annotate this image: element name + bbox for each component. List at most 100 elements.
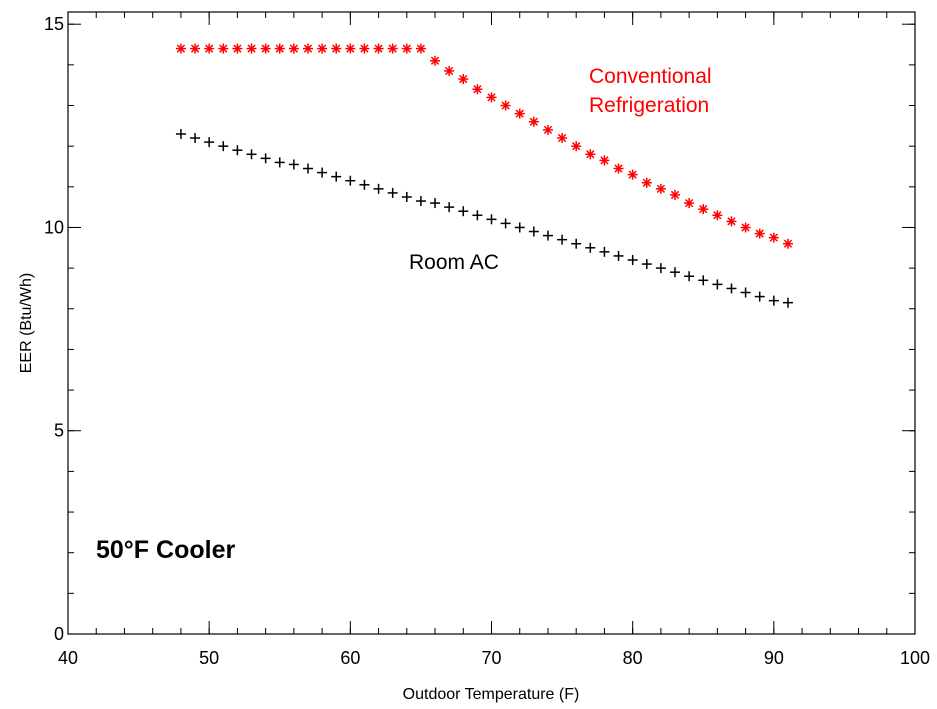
refrigeration-point [486,92,497,103]
refrigeration-point [740,222,751,233]
room-ac-point [514,222,525,233]
series-label-room-ac: Room AC [409,251,499,274]
refrigeration-point [444,65,455,76]
x-tick-label: 90 [764,648,784,668]
refrigeration-point [670,189,681,200]
refrigeration-point [274,43,285,54]
room-ac-point [655,263,666,274]
refrigeration-point [599,155,610,166]
room-ac-point [670,267,681,278]
refrigeration-point [331,43,342,54]
refrigeration-point [302,43,313,54]
room-ac-point [246,149,257,160]
refrigeration-point [585,149,596,160]
refrigeration-point [401,43,412,54]
axis-ticks [67,12,916,635]
room-ac-point [726,283,737,294]
room-ac-point [190,133,201,144]
room-ac-point [613,250,624,261]
room-ac-point [782,297,793,308]
x-axis-label: Outdoor Temperature (F) [403,686,580,703]
room-ac-point [218,141,229,152]
room-ac-point [557,234,568,245]
room-ac-point [500,218,511,229]
refrigeration-point [345,43,356,54]
refrigeration-point [232,43,243,54]
refrigeration-point [387,43,398,54]
refrigeration-point [641,177,652,188]
x-tick-label: 70 [481,648,501,668]
room-ac-point [274,157,285,168]
room-ac-point [768,295,779,306]
room-ac-point [387,187,398,198]
room-ac-point [444,202,455,213]
room-ac-point [175,128,186,139]
room-ac-point [599,246,610,257]
room-ac-point [345,175,356,186]
x-tick-label: 60 [340,648,360,668]
data-markers [175,43,793,308]
room-ac-point [458,206,469,217]
series-label-line-2: Refrigeration [589,94,709,117]
y-tick-label: 5 [54,421,64,441]
refrigeration-point [754,228,765,239]
room-ac-point [472,210,483,221]
refrigeration-point [430,55,441,66]
refrigeration-point [260,43,271,54]
room-ac-point [542,230,553,241]
refrigeration-point [373,43,384,54]
refrigeration-point [218,43,229,54]
x-tick-label: 40 [58,648,78,668]
room-ac-point [302,163,313,174]
room-ac-point [359,179,370,190]
x-tick-label: 50 [199,648,219,668]
refrigeration-point [458,74,469,85]
refrigeration-point [528,116,539,127]
room-ac-point [712,279,723,290]
refrigeration-point [655,183,666,194]
panel-annotation: 50°F Cooler [96,536,235,564]
refrigeration-point [190,43,201,54]
refrigeration-point [500,100,511,111]
series-label-line-1: Conventional [589,65,712,88]
room-ac-point [373,183,384,194]
axis-tick-labels: 40 50 60 70 80 90 100 0 5 10 15 [44,14,930,668]
refrigeration-point [712,210,723,221]
room-ac-point [754,291,765,302]
refrigeration-point [317,43,328,54]
refrigeration-point [684,198,695,209]
y-tick-label: 0 [54,624,64,644]
y-tick-label: 10 [44,217,64,237]
room-ac-point [684,271,695,282]
y-tick-label: 15 [44,14,64,34]
room-ac-point [232,145,243,156]
room-ac-point [486,214,497,225]
refrigeration-point [175,43,186,54]
series-label-conventional-refrigeration: Conventional Refrigeration [589,65,717,117]
room-ac-point [317,167,328,178]
refrigeration-point [246,43,257,54]
room-ac-point [627,254,638,265]
room-ac-point [740,287,751,298]
room-ac-point [331,171,342,182]
room-ac-point [528,226,539,237]
refrigeration-point [782,238,793,249]
refrigeration-point [571,141,582,152]
refrigeration-point [542,124,553,135]
refrigeration-point [613,163,624,174]
refrigeration-point [726,216,737,227]
room-ac-point [698,275,709,286]
x-tick-label: 80 [623,648,643,668]
y-axis-label: EER (Btu/Wh) [18,273,35,373]
refrigeration-point [627,169,638,180]
refrigeration-point [698,204,709,215]
refrigeration-point [514,108,525,119]
x-tick-label: 100 [900,648,930,668]
room-ac-point [415,196,426,207]
room-ac-point [288,159,299,170]
refrigeration-point [288,43,299,54]
refrigeration-point [359,43,370,54]
refrigeration-point [415,43,426,54]
refrigeration-point [768,232,779,243]
